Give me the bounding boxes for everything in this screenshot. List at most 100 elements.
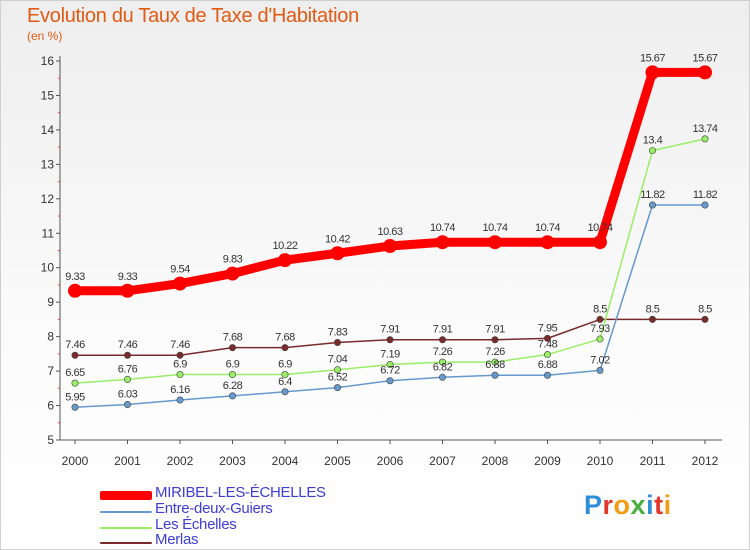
data-label: 6.28: [223, 380, 243, 392]
data-label: 7.95: [538, 322, 558, 334]
data-point: [229, 392, 237, 400]
logo-letter: i: [646, 490, 655, 520]
data-label: 7.68: [275, 332, 295, 344]
data-point: [596, 315, 604, 323]
y-tick-label: 6: [47, 399, 54, 413]
data-label: 8.5: [698, 303, 712, 315]
y-tick-label: 10: [41, 261, 55, 275]
data-label: 6.72: [380, 365, 400, 377]
data-point: [701, 201, 709, 209]
data-point: [596, 366, 604, 374]
data-label: 7.93: [590, 323, 610, 335]
data-label: 9.33: [65, 271, 85, 283]
legend-label-entre-deux-guiers: Entre-deux-Guiers: [155, 500, 273, 517]
data-label: 10.22: [272, 240, 297, 252]
data-point: [491, 336, 499, 344]
data-label: 6.52: [328, 372, 348, 384]
data-label: 10.63: [377, 226, 402, 238]
data-label: 7.46: [118, 339, 138, 351]
logo-letter: o: [613, 490, 631, 520]
legend-label-merlas: Merlas: [155, 531, 199, 548]
data-label: 8.5: [593, 303, 607, 315]
data-point: [176, 396, 184, 404]
x-tick-label: 2012: [692, 454, 719, 468]
data-label: 15.67: [640, 52, 665, 64]
logo-letter: i: [663, 490, 672, 520]
data-point: [333, 384, 341, 392]
data-label: 10.74: [430, 222, 455, 234]
legend-swatch-merlas: [100, 542, 152, 544]
x-tick-label: 2008: [482, 454, 509, 468]
data-point: [648, 315, 656, 323]
y-tick-label: 5: [47, 433, 54, 447]
chart-subtitle: (en %): [27, 29, 63, 43]
y-tick-label: 11: [42, 226, 55, 240]
data-label: 7.46: [170, 339, 190, 351]
data-point: [333, 338, 341, 346]
data-label: 8.5: [646, 303, 660, 315]
proxiti-logo: Proxiti: [584, 490, 672, 521]
data-label: 7.91: [380, 324, 400, 336]
data-label: 6.16: [170, 384, 190, 396]
y-tick-label: 14: [41, 123, 55, 137]
data-point: [543, 351, 551, 359]
logo-letter: P: [584, 490, 603, 520]
data-point: [596, 335, 604, 343]
data-point: [120, 283, 135, 298]
data-point: [698, 65, 712, 80]
data-label: 9.33: [118, 271, 138, 283]
data-label: 6.82: [433, 361, 453, 373]
legend-label-les-echelles: Les Échelles: [155, 516, 237, 533]
data-point: [386, 336, 394, 344]
data-point: [173, 276, 187, 291]
y-tick-label: 16: [41, 54, 55, 68]
x-tick-label: 2007: [429, 454, 456, 468]
data-point: [438, 358, 446, 366]
data-point: [124, 401, 132, 409]
data-label: 6.4: [278, 376, 292, 388]
logo-letter: t: [654, 490, 664, 520]
data-label: 6.65: [65, 367, 85, 379]
data-label: 7.91: [485, 324, 505, 336]
data-point: [543, 334, 551, 342]
data-point: [281, 344, 289, 352]
data-point: [438, 373, 446, 381]
data-point: [645, 65, 660, 80]
data-point: [124, 351, 132, 359]
logo-letter: r: [602, 490, 614, 520]
data-label: 9.83: [223, 254, 243, 266]
data-label: 13.4: [643, 135, 663, 147]
data-label: 10.74: [482, 222, 507, 234]
data-label: 15.67: [692, 52, 717, 64]
data-label: 5.95: [65, 391, 85, 403]
data-point: [71, 351, 79, 359]
data-point: [176, 351, 184, 359]
data-label: 6.9: [278, 359, 292, 371]
data-label: 10.74: [587, 222, 612, 234]
x-tick-label: 2005: [324, 454, 351, 468]
data-point: [333, 366, 341, 374]
data-label: 13.74: [692, 123, 717, 135]
data-point: [491, 371, 499, 379]
data-point: [229, 344, 237, 352]
legend-label-miribel: MIRIBEL-LES-ÉCHELLES: [155, 484, 326, 501]
data-label: 10.42: [325, 233, 350, 245]
data-point: [68, 283, 82, 298]
x-tick-label: 2011: [640, 454, 666, 468]
data-point: [229, 371, 237, 379]
y-tick-label: 7: [47, 364, 54, 378]
data-label: 9.54: [170, 264, 190, 276]
data-point: [701, 315, 709, 323]
data-point: [701, 135, 709, 143]
data-point: [540, 235, 555, 250]
data-label: 7.02: [590, 354, 610, 366]
data-point: [435, 235, 450, 250]
data-label: 7.68: [223, 332, 243, 344]
legend-swatch-entre-deux-guiers: [100, 511, 152, 513]
x-tick-label: 2006: [377, 454, 404, 468]
data-point: [438, 336, 446, 344]
data-label: 6.9: [173, 359, 187, 371]
data-point: [278, 253, 292, 268]
